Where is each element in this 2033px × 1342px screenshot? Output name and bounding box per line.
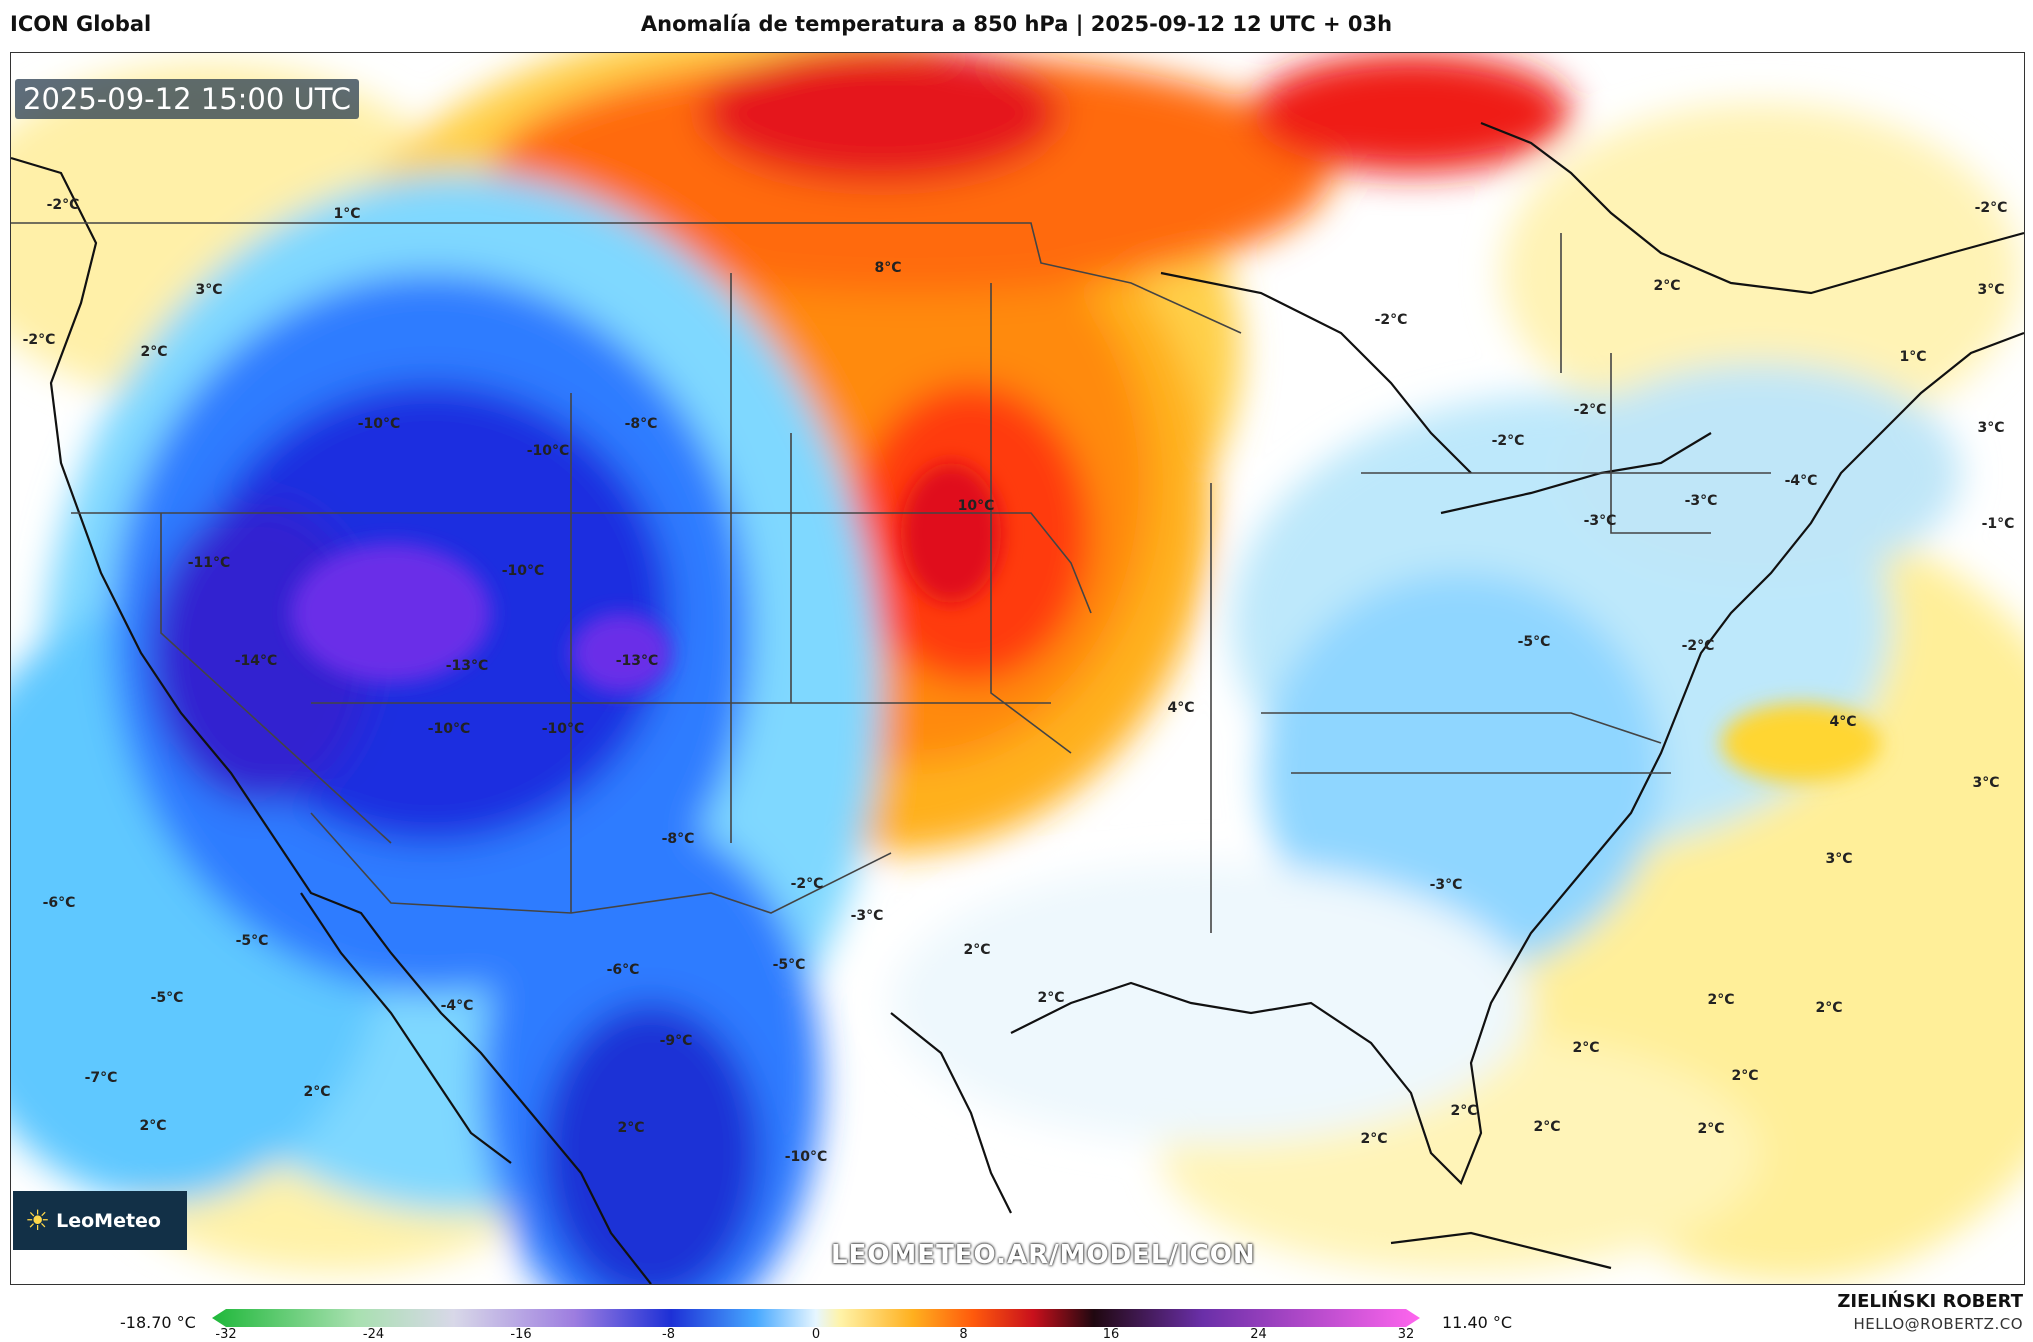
contour-label: -5°C <box>235 933 269 949</box>
contour-label: -2°C <box>790 876 824 892</box>
colorbar-tick-label: 8 <box>959 1327 968 1342</box>
header: ICON Global Anomalía de temperatura a 85… <box>0 0 2033 52</box>
map-watermark: LEOMETEO.AR/MODEL/ICON <box>831 1240 1256 1270</box>
contour-label: -7°C <box>84 1070 118 1086</box>
anomaly-map-graphic <box>11 53 2024 1284</box>
contour-label: -11°C <box>187 555 231 571</box>
contour-label: -10°C <box>784 1149 828 1165</box>
contour-label: -3°C <box>1583 513 1617 529</box>
contour-label: -10°C <box>526 443 570 459</box>
contour-label: 2°C <box>1731 1068 1759 1084</box>
contour-label: 10°C <box>957 498 995 514</box>
chart-title: Anomalía de temperatura a 850 hPa | 2025… <box>640 12 1393 36</box>
contour-label: 2°C <box>1707 992 1735 1008</box>
contour-label: -2°C <box>1681 638 1715 654</box>
contour-label: -2°C <box>46 197 80 213</box>
colorbar-tick-label: 16 <box>1102 1327 1120 1342</box>
contour-label: -5°C <box>772 957 806 973</box>
colorbar-tick-label: -24 <box>362 1327 385 1342</box>
contour-label: 3°C <box>195 282 223 298</box>
leometeo-logo: ☀ LeoMeteo <box>13 1191 187 1250</box>
contour-label: 3°C <box>1825 851 1853 867</box>
contour-label: -9°C <box>659 1033 693 1049</box>
contour-label: -3°C <box>1684 493 1718 509</box>
contour-label: -10°C <box>357 416 401 432</box>
contour-label: 2°C <box>1653 278 1681 294</box>
contour-label: 2°C <box>963 942 991 958</box>
contour-label: 2°C <box>1037 990 1065 1006</box>
contour-label: -10°C <box>541 721 585 737</box>
author-name: ZIELIŃSKI ROBERT <box>1837 1291 2023 1312</box>
footer: -18.70 °C -32 -24 -16 -8 0 8 16 24 32 11.40 <box>0 1283 2033 1342</box>
contour-label: -10°C <box>427 721 471 737</box>
contour-label: 3°C <box>1977 420 2005 436</box>
colorbar-tick-label: -16 <box>510 1327 532 1342</box>
contour-label: 2°C <box>1815 1000 1843 1016</box>
contour-label: -8°C <box>661 831 695 847</box>
contour-label: -4°C <box>440 998 474 1014</box>
colorbar-max-label: 11.40 °C <box>1442 1313 1513 1332</box>
contour-label: -2°C <box>1374 312 1408 328</box>
contour-label: -1°C <box>1981 516 2015 532</box>
contour-label: 2°C <box>303 1084 331 1100</box>
model-name: ICON Global <box>10 12 152 36</box>
contour-label: 2°C <box>617 1120 645 1136</box>
contour-label: 4°C <box>1829 714 1857 730</box>
contour-label: 3°C <box>1972 775 2000 791</box>
contour-label: -13°C <box>445 658 489 674</box>
contour-label: 2°C <box>140 344 168 360</box>
colorbar-tick-label: -32 <box>215 1327 237 1342</box>
contour-label: 8°C <box>874 260 902 276</box>
map-panel: 2025-09-12 15:00 UTC 1°C 3°C 2°C -2°C -2°C -1… <box>10 52 2025 1285</box>
contour-label: 2°C <box>1697 1121 1725 1137</box>
sun-icon: ☀ <box>25 1204 51 1237</box>
contour-label: -6°C <box>42 895 76 911</box>
author-email: HELLO@ROBERTZ.CO <box>1853 1315 2023 1333</box>
timestamp-badge: 2025-09-12 15:00 UTC <box>15 79 360 119</box>
contour-label: -5°C <box>150 990 184 1006</box>
contour-label: -6°C <box>606 962 640 978</box>
colorbar <box>212 1309 1420 1327</box>
contour-label: 2°C <box>1360 1131 1388 1147</box>
contour-label: 2°C <box>1572 1040 1600 1056</box>
colorbar-min-label: -18.70 °C <box>120 1313 196 1332</box>
contour-label: -3°C <box>850 908 884 924</box>
contour-label: 1°C <box>1899 349 1927 365</box>
contour-label: 1°C <box>333 206 361 222</box>
contour-label: -4°C <box>1784 473 1818 489</box>
colorbar-tick-label: 32 <box>1397 1327 1415 1342</box>
contour-label: -8°C <box>624 416 658 432</box>
contour-label: 2°C <box>139 1118 167 1134</box>
contour-label: 4°C <box>1167 700 1195 716</box>
contour-label: -13°C <box>615 653 659 669</box>
contour-label: -3°C <box>1429 877 1463 893</box>
logo-text: LeoMeteo <box>56 1209 161 1232</box>
contour-label: -5°C <box>1517 634 1551 650</box>
contour-label: -2°C <box>1491 433 1525 449</box>
colorbar-tick-label: -8 <box>662 1327 675 1342</box>
contour-label: -2°C <box>1974 200 2008 216</box>
contour-label: 2°C <box>1533 1119 1561 1135</box>
colorbar-tick-label: 0 <box>811 1327 821 1342</box>
contour-label: -2°C <box>22 332 56 348</box>
contour-label: 2°C <box>1450 1103 1478 1119</box>
contour-label: -10°C <box>501 563 545 579</box>
contour-label: -14°C <box>234 653 278 669</box>
contour-label: 3°C <box>1977 282 2005 298</box>
colorbar-tick-label: 24 <box>1250 1327 1267 1342</box>
contour-label: -2°C <box>1573 402 1607 418</box>
